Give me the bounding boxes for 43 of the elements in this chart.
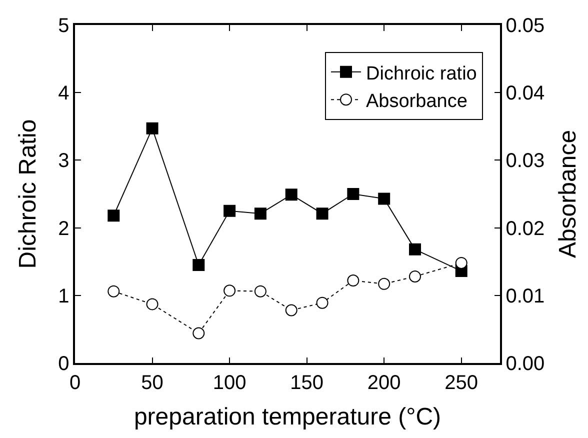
y2-tick-label: 0.00 (506, 353, 545, 375)
point (146, 122, 158, 134)
point (455, 256, 468, 269)
y-tick-label: 2 (58, 218, 70, 240)
x-tick-label: 200 (367, 372, 401, 394)
legend-label: Absorbance (366, 91, 468, 112)
point (347, 274, 360, 287)
point (192, 258, 205, 271)
x-tick-label: 250 (444, 372, 478, 394)
point (192, 327, 205, 340)
point (378, 278, 390, 290)
point (224, 284, 236, 297)
point (108, 210, 120, 222)
point (254, 285, 266, 298)
point (347, 188, 360, 200)
y2-axis-title: Absorbance (554, 130, 582, 258)
point (285, 304, 298, 316)
point (316, 296, 328, 309)
y-tick-label: 5 (58, 15, 70, 37)
point (316, 208, 328, 220)
point (224, 204, 236, 217)
point (146, 298, 158, 310)
point (378, 192, 390, 205)
x-tick-label: 50 (141, 372, 164, 394)
point (108, 285, 120, 298)
point (254, 208, 266, 220)
point (409, 243, 421, 256)
y2-tick-label: 0.02 (506, 218, 545, 240)
x-tick-label: 150 (290, 372, 324, 394)
y-axis-title: Dichroic Ratio (14, 119, 42, 269)
y-tick-label: 4 (58, 82, 70, 105)
y2-tick-label: 0.03 (506, 150, 545, 172)
x-axis-title: preparation temperature (°C) (134, 404, 442, 431)
x-tick-label: 100 (212, 372, 246, 394)
y-tick-label: 0 (58, 353, 70, 375)
y2-tick-label: 0.05 (506, 15, 545, 37)
y-tick-label: 3 (58, 150, 70, 172)
y2-tick-label: 0.01 (506, 285, 545, 308)
legend-label: Dichroic ratio (366, 63, 477, 84)
point (285, 188, 298, 201)
y-tick-label: 1 (58, 285, 70, 308)
point (409, 270, 421, 282)
y2-tick-label: 0.04 (506, 82, 545, 105)
